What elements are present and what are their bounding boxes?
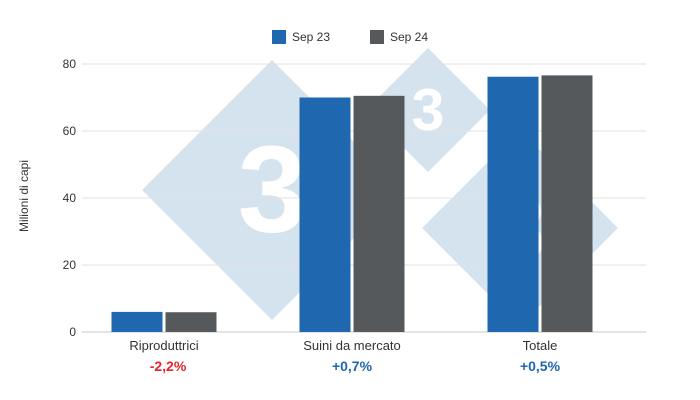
chart-legend: Sep 23 Sep 24: [0, 30, 700, 44]
watermark-logo-digit: 3: [412, 78, 445, 143]
legend-swatch-sep-24: [370, 30, 384, 44]
x-tick-label: Totale: [523, 338, 558, 353]
y-tick-label: 60: [63, 124, 77, 138]
legend-label-sep-24: Sep 24: [390, 30, 429, 44]
legend-label-sep-23: Sep 23: [291, 30, 330, 44]
bar-sep-23: [299, 97, 351, 332]
change-label-totale: +0,5%: [519, 358, 561, 374]
x-tick-label: Riproduttrici: [129, 338, 198, 353]
y-tick-label: 0: [69, 325, 76, 339]
watermark-logo-digit: 3: [238, 121, 307, 259]
bar-sep-23: [111, 311, 163, 332]
change-label-riproduttrici: -2,2%: [149, 358, 187, 374]
bar-sep-24: [353, 95, 405, 332]
bar-sep-23: [487, 76, 539, 332]
y-tick-label: 20: [63, 258, 77, 272]
bar-sep-24: [165, 312, 217, 332]
bar-sep-24: [541, 75, 593, 332]
y-tick-label: 40: [63, 191, 77, 205]
change-label-suini-da-mercato: +0,7%: [331, 358, 373, 374]
x-tick-label: Suini da mercato: [303, 338, 401, 353]
legend-item-sep-24[interactable]: Sep 24: [370, 30, 428, 44]
legend-item-sep-23[interactable]: Sep 23: [271, 30, 330, 44]
legend-swatch-sep-23: [271, 30, 286, 44]
y-tick-label: 80: [63, 57, 77, 71]
